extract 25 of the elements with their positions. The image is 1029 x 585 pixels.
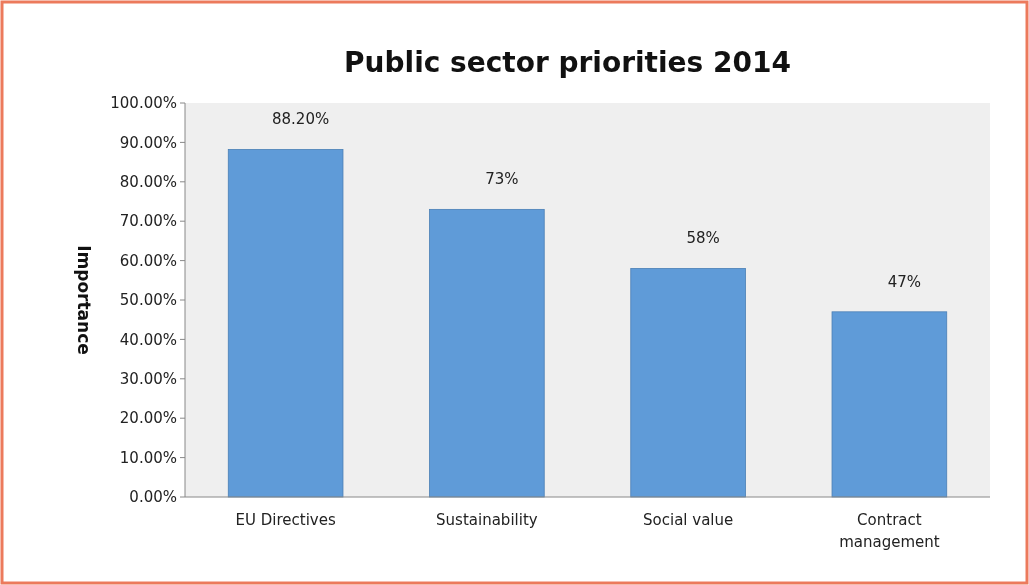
x-tick-label: EU Directives (235, 511, 336, 529)
bar (831, 311, 948, 498)
chart-title: Public sector priorities 2014 (344, 46, 791, 79)
data-label: 73% (485, 170, 519, 189)
data-label: 58% (686, 229, 720, 248)
y-tick-label: 30.00% (119, 370, 177, 389)
y-tick-label: 0.00% (129, 488, 177, 507)
x-tick-label: Contract management (839, 511, 940, 551)
y-tick-label: 70.00% (119, 212, 177, 231)
y-axis-title: Importance (74, 245, 94, 355)
y-tick-label: 20.00% (119, 409, 177, 428)
y-tick-label: 40.00% (119, 330, 177, 349)
y-tick-label: 100.00% (110, 94, 177, 113)
bar (630, 268, 746, 498)
y-tick-label: 50.00% (119, 291, 177, 310)
bar (429, 208, 545, 498)
y-tick-label: 10.00% (119, 448, 177, 467)
data-label: 88.20% (272, 110, 330, 129)
bar (227, 149, 344, 498)
x-tick-label: Social value (643, 511, 734, 529)
y-tick-label: 80.00% (119, 173, 177, 192)
data-label: 47% (887, 272, 922, 291)
y-tick-label: 90.00% (119, 133, 177, 152)
x-tick-label: Sustainability (436, 511, 538, 529)
y-tick-label: 60.00% (119, 251, 177, 270)
